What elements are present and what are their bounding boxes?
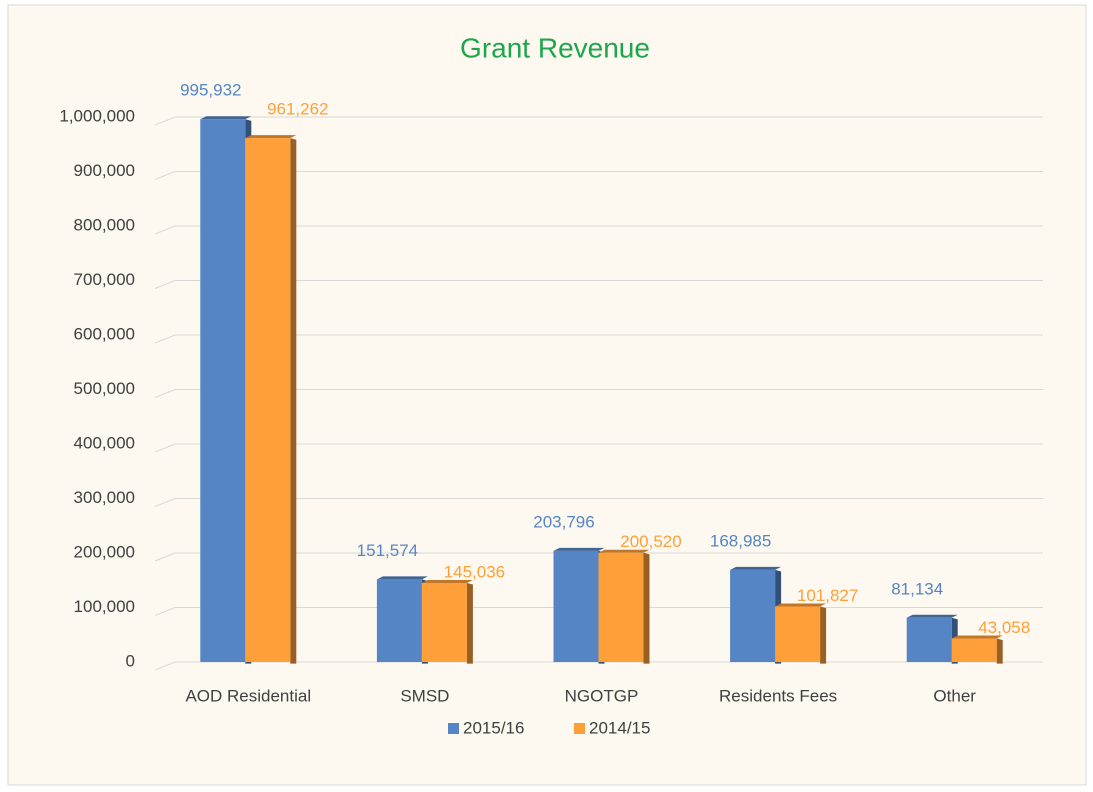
legend-label: 2015/16 (463, 718, 524, 737)
data-label: 101,827 (797, 586, 858, 605)
bar-top (245, 135, 297, 139)
bar-side (466, 582, 473, 664)
grid-line (154, 552, 1043, 562)
y-tick-label: 1,000,000 (59, 106, 135, 125)
y-tick-label: 600,000 (74, 324, 135, 343)
x-tick-label: AOD Residential (185, 686, 311, 705)
y-tick-label: 700,000 (74, 270, 135, 289)
y-tick-label: 100,000 (74, 597, 135, 616)
x-tick-label: Other (933, 686, 976, 705)
y-tick-label: 200,000 (74, 542, 135, 561)
bar (245, 138, 291, 663)
bar-side (996, 638, 1003, 664)
bar (775, 606, 821, 662)
bar-top (598, 549, 650, 553)
x-tick-label: Residents Fees (719, 686, 837, 705)
x-tick-label: SMSD (400, 686, 449, 705)
bar-top (951, 635, 1003, 639)
bar (730, 569, 776, 662)
bar-top (730, 566, 782, 570)
x-tick-label: NGOTGP (565, 686, 639, 705)
y-tick-label: 900,000 (74, 161, 135, 180)
chart-background (7, 4, 1087, 786)
data-label: 200,520 (620, 532, 681, 551)
bar-top (421, 579, 473, 583)
grid-line (154, 171, 1043, 180)
grid-line (154, 280, 1043, 289)
bar-top (906, 614, 958, 618)
bar (906, 617, 952, 662)
data-label: 43,058 (978, 618, 1030, 637)
data-label: 81,134 (891, 579, 943, 598)
data-label: 961,262 (267, 100, 328, 119)
y-tick-label: 400,000 (74, 433, 135, 452)
grid-line (154, 443, 1043, 453)
grid-line (154, 334, 1043, 344)
grid-line (154, 225, 1043, 235)
grid-line (154, 389, 1043, 398)
y-tick-label: 800,000 (74, 215, 135, 234)
bar (200, 119, 246, 663)
bar-side (820, 606, 827, 664)
y-tick-label: 0 (126, 651, 135, 670)
legend-label: 2014/15 (589, 718, 650, 737)
data-label: 995,932 (180, 81, 241, 100)
y-tick-label: 300,000 (74, 488, 135, 507)
chart-title: Grant Revenue (460, 32, 650, 63)
bar-side (643, 552, 650, 664)
legend-swatch (574, 723, 585, 734)
bar (553, 550, 599, 662)
bar (376, 579, 422, 662)
legend-swatch (448, 723, 459, 734)
bar (598, 552, 644, 662)
grid-line (154, 498, 1043, 507)
bar (421, 582, 467, 662)
bar (951, 638, 997, 662)
data-label: 168,985 (710, 531, 771, 550)
bar-top (376, 576, 428, 580)
bar-top (200, 116, 252, 120)
grid-line (154, 116, 1043, 126)
data-label: 151,574 (357, 541, 418, 560)
y-tick-label: 500,000 (74, 379, 135, 398)
data-label: 145,036 (444, 562, 505, 581)
bar-top (553, 547, 605, 551)
bar-side (290, 138, 297, 664)
bar-top (775, 603, 827, 607)
data-label: 203,796 (533, 512, 594, 531)
